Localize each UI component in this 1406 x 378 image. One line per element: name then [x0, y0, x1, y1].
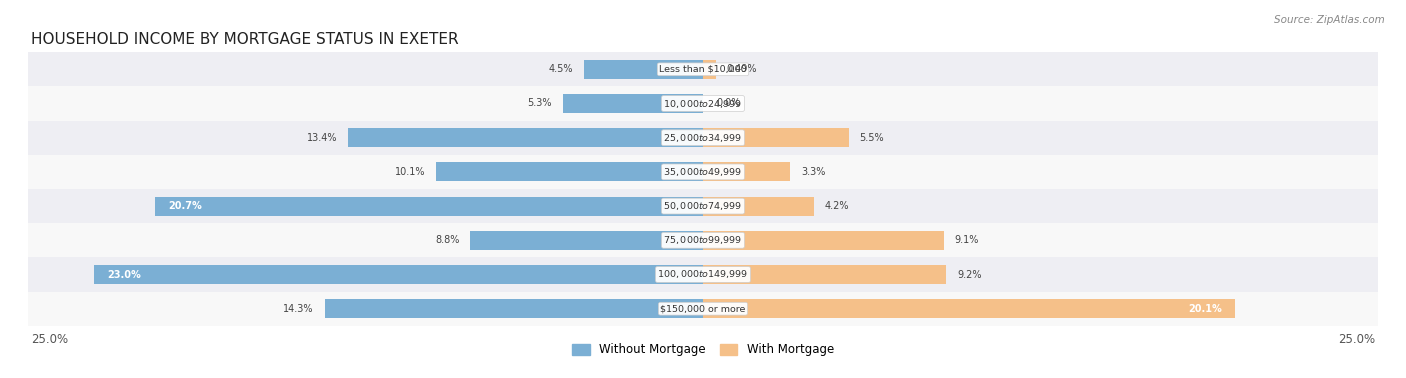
- Text: HOUSEHOLD INCOME BY MORTGAGE STATUS IN EXETER: HOUSEHOLD INCOME BY MORTGAGE STATUS IN E…: [31, 32, 458, 47]
- Text: 25.0%: 25.0%: [31, 333, 67, 346]
- Text: Less than $10,000: Less than $10,000: [659, 65, 747, 74]
- Bar: [325, 299, 703, 318]
- Bar: [15, 121, 1391, 155]
- Text: 13.4%: 13.4%: [308, 133, 337, 143]
- Text: $25,000 to $34,999: $25,000 to $34,999: [664, 132, 742, 144]
- Text: 9.1%: 9.1%: [955, 235, 979, 245]
- Bar: [15, 87, 1391, 121]
- Text: 4.2%: 4.2%: [825, 201, 849, 211]
- Bar: [703, 163, 790, 181]
- Bar: [94, 265, 703, 284]
- Text: 8.8%: 8.8%: [434, 235, 460, 245]
- Text: 4.5%: 4.5%: [548, 64, 574, 74]
- Bar: [703, 128, 849, 147]
- Text: 5.3%: 5.3%: [527, 99, 553, 108]
- Bar: [703, 60, 716, 79]
- Text: 25.0%: 25.0%: [1339, 333, 1375, 346]
- Text: $100,000 to $149,999: $100,000 to $149,999: [658, 268, 748, 280]
- Bar: [15, 291, 1391, 326]
- Bar: [15, 52, 1391, 87]
- Text: 5.5%: 5.5%: [859, 133, 884, 143]
- Text: $75,000 to $99,999: $75,000 to $99,999: [664, 234, 742, 246]
- Bar: [703, 231, 943, 250]
- Legend: Without Mortgage, With Mortgage: Without Mortgage, With Mortgage: [567, 339, 839, 361]
- Bar: [15, 189, 1391, 223]
- Bar: [703, 299, 1234, 318]
- Text: $10,000 to $24,999: $10,000 to $24,999: [664, 98, 742, 110]
- Bar: [562, 94, 703, 113]
- Text: 20.7%: 20.7%: [169, 201, 202, 211]
- Text: $35,000 to $49,999: $35,000 to $49,999: [664, 166, 742, 178]
- Bar: [15, 223, 1391, 257]
- Text: 9.2%: 9.2%: [957, 270, 981, 279]
- Bar: [703, 265, 946, 284]
- Bar: [703, 197, 814, 215]
- Bar: [583, 60, 703, 79]
- Bar: [15, 257, 1391, 291]
- Bar: [470, 231, 703, 250]
- Text: $150,000 or more: $150,000 or more: [661, 304, 745, 313]
- Text: 10.1%: 10.1%: [395, 167, 425, 177]
- Text: 20.1%: 20.1%: [1188, 304, 1222, 314]
- Bar: [349, 128, 703, 147]
- Text: 23.0%: 23.0%: [107, 270, 141, 279]
- Bar: [155, 197, 703, 215]
- Text: 0.49%: 0.49%: [727, 64, 756, 74]
- Bar: [436, 163, 703, 181]
- Text: Source: ZipAtlas.com: Source: ZipAtlas.com: [1274, 15, 1385, 25]
- Text: 0.0%: 0.0%: [716, 99, 741, 108]
- Text: $50,000 to $74,999: $50,000 to $74,999: [664, 200, 742, 212]
- Text: 3.3%: 3.3%: [801, 167, 825, 177]
- Text: 14.3%: 14.3%: [284, 304, 314, 314]
- Bar: [15, 155, 1391, 189]
